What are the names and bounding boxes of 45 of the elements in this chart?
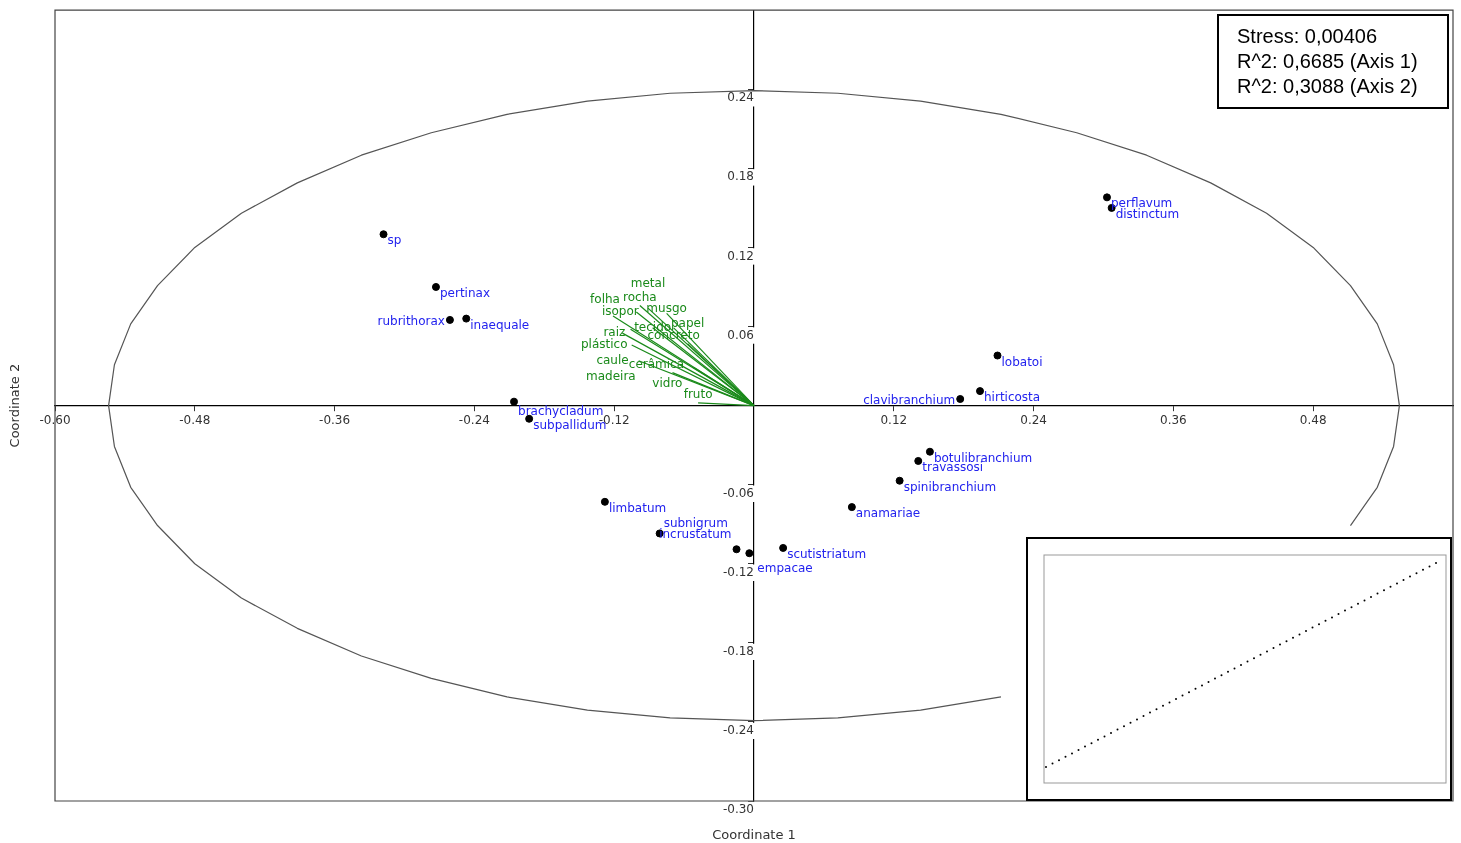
data-label: inaequale (470, 317, 530, 332)
data-label: lobatoi (1001, 354, 1043, 369)
y-axis-title: Coordinate 2 (7, 363, 23, 448)
x-tick-label: -0.24 (458, 412, 490, 427)
data-label: musgo (646, 301, 687, 316)
y-tick-label: 0.12 (727, 248, 754, 263)
y-tick-label: 0.06 (727, 327, 754, 342)
y-tick-label: -0.18 (722, 643, 754, 658)
data-label: anamariae (855, 506, 921, 521)
x-tick-label: -0.60 (39, 412, 71, 427)
data-label: vidro (652, 375, 683, 390)
data-label: clavibranchium (863, 393, 956, 408)
x-tick-label: -0.48 (179, 412, 211, 427)
y-tick-label: -0.30 (722, 802, 754, 817)
x-tick-label: -0.36 (319, 412, 351, 427)
y-tick-label: -0.24 (722, 723, 754, 738)
x-tick-label: 0.24 (1020, 412, 1047, 427)
x-tick-label: 0.36 (1160, 412, 1187, 427)
y-tick-label: 0.18 (727, 169, 754, 184)
x-axis-title: Coordinate 1 (712, 827, 796, 843)
data-label: scutistriatum (787, 547, 867, 562)
data-label: incrustatum (659, 527, 732, 542)
data-label: rubrithorax (377, 314, 445, 329)
data-label: limbatum (608, 500, 667, 515)
data-label: sp (387, 233, 402, 248)
data-label: plástico (580, 337, 628, 352)
x-tick-label: 0.48 (1299, 412, 1327, 427)
annotation: Stress: 0,00406 (1237, 24, 1379, 49)
y-tick-label: 0.24 (727, 90, 754, 105)
x-tick-label: 0.12 (880, 412, 908, 427)
data-label: caule (596, 353, 629, 368)
data-label: pertinax (439, 286, 490, 301)
y-tick-label: -0.06 (722, 485, 754, 500)
data-label: hirticosta (984, 390, 1041, 405)
data-label: metal (630, 276, 666, 291)
data-label: subnigrum (663, 515, 728, 530)
annotation: R^2: 0,3088 (Axis 2) (1237, 74, 1419, 99)
data-label: isopor (601, 304, 639, 319)
y-tick-label: -0.12 (722, 564, 754, 579)
data-label: spinibranchium (903, 479, 997, 494)
annotation: R^2: 0,6685 (Axis 1) (1237, 49, 1419, 74)
data-label: madeira (586, 368, 636, 383)
data-label: rocha (623, 289, 657, 304)
data-label: empacae (757, 561, 813, 576)
data-label: fruto (683, 387, 713, 402)
